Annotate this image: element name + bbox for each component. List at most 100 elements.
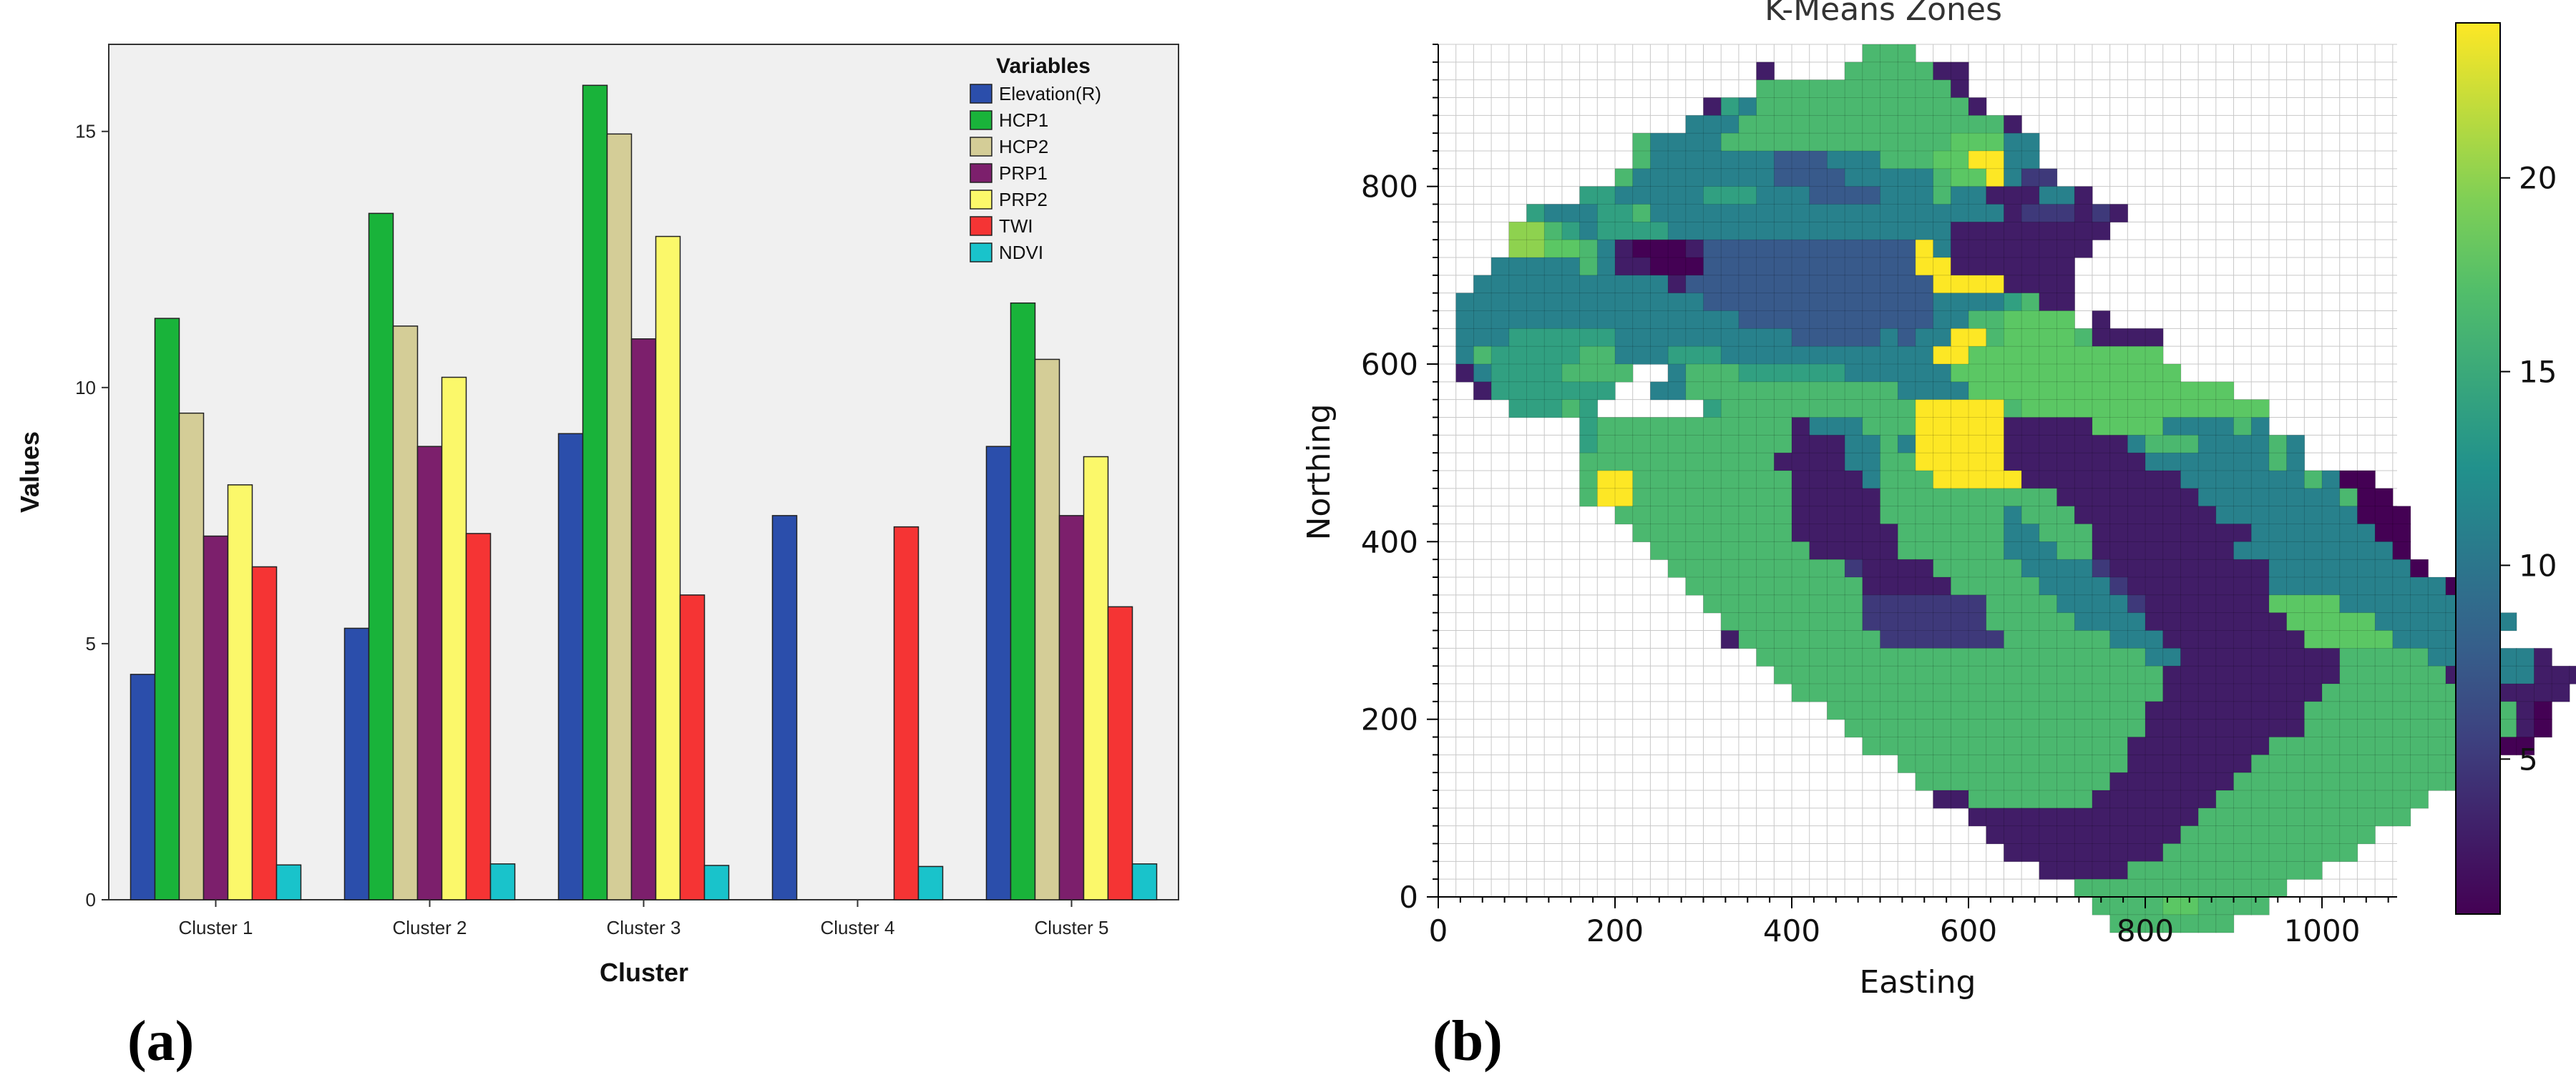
heatmap-cell [1968, 790, 1987, 809]
heatmap-cell [1632, 488, 1652, 507]
heatmap-cell [2180, 683, 2199, 702]
x-tick-label: 0 [1429, 913, 1448, 948]
heatmap-cell [2109, 630, 2129, 649]
heatmap-cell [1561, 363, 1581, 383]
heatmap-cell [2074, 683, 2093, 702]
heatmap-cell [2250, 594, 2270, 614]
heatmap-cell [1880, 737, 1899, 756]
heatmap-cell [2004, 524, 2022, 543]
heatmap-cell [2233, 506, 2253, 525]
heatmap-cell [2233, 772, 2253, 791]
heatmap-cell [2374, 488, 2394, 507]
heatmap-cell [1933, 363, 1952, 383]
heatmap-cell [1738, 221, 1757, 240]
heatmap-cell [1703, 434, 1722, 453]
heatmap-cell [2339, 772, 2358, 791]
heatmap-cell [1986, 559, 2005, 578]
heatmap-cell [2109, 541, 2129, 560]
heatmap-cell [1950, 221, 1969, 240]
heatmap-cell [2197, 701, 2217, 720]
heatmap-cell [2127, 860, 2146, 880]
heatmap-cell [2321, 754, 2341, 773]
heatmap-cell [1667, 506, 1687, 525]
heatmap-cell [2250, 417, 2270, 436]
heatmap-cell [1791, 257, 1810, 276]
heatmap-cell [1756, 647, 1775, 667]
heatmap-cell [1809, 488, 1828, 507]
heatmap-cell [1968, 524, 1987, 543]
heatmap-cell [1950, 275, 1969, 294]
heatmap-cell [1915, 79, 1934, 99]
heatmap-cell [2127, 630, 2146, 649]
heatmap-cell [1897, 381, 1916, 401]
heatmap-cell [1844, 204, 1863, 223]
heatmap-cell [2092, 630, 2111, 649]
heatmap-cell [1915, 132, 1934, 152]
heatmap-cell [2197, 452, 2217, 471]
heatmap-cell [2021, 434, 2040, 453]
heatmap-cell [1596, 417, 1616, 436]
heatmap-cell [2250, 470, 2270, 489]
heatmap-cell [2074, 381, 2093, 401]
heatmap-cell [2197, 843, 2217, 863]
heatmap-cell [2092, 683, 2111, 702]
heatmap-cell [1738, 328, 1757, 347]
heatmap-cell [1862, 524, 1881, 543]
heatmap-cell [2233, 612, 2253, 632]
heatmap-cell [2321, 630, 2341, 649]
heatmap-cell [1756, 541, 1775, 560]
heatmap-cell [2109, 860, 2129, 880]
heatmap-cell [1543, 221, 1563, 240]
heatmap-cell [2074, 399, 2093, 418]
heatmap-cell [1862, 665, 1881, 684]
heatmap-cell [1809, 559, 1828, 578]
heatmap-cell [2250, 612, 2270, 632]
heatmap-cell [1897, 434, 1916, 453]
heatmap-cell [2039, 363, 2058, 383]
heatmap-cell [2162, 683, 2182, 702]
heatmap-cell [1933, 790, 1952, 809]
heatmap-cell [2286, 434, 2306, 453]
heatmap-cell [2004, 541, 2022, 560]
heatmap-cell [1685, 114, 1704, 134]
heatmap-cell [1491, 275, 1510, 294]
x-tick-label: Cluster 5 [1034, 917, 1108, 938]
heatmap-cell [1720, 239, 1740, 258]
heatmap-cell [1738, 97, 1757, 117]
heatmap-cell [2057, 204, 2076, 223]
heatmap-cell [1827, 221, 1845, 240]
heatmap-cell [2074, 825, 2093, 845]
heatmap-cell [1561, 257, 1581, 276]
heatmap-cell [1543, 275, 1563, 294]
heatmap-cell [1809, 257, 1828, 276]
heatmap-cell [1773, 204, 1792, 223]
heatmap-cell [2039, 168, 2058, 187]
heatmap-cell [1933, 79, 1952, 99]
heatmap-cell [1897, 647, 1916, 667]
heatmap-cell [1915, 434, 1934, 453]
heatmap-cell [1650, 275, 1669, 294]
heatmap-cell [1880, 576, 1899, 596]
heatmap-cell [1632, 524, 1652, 543]
heatmap-cell [2197, 772, 2217, 791]
heatmap-cell [2092, 417, 2111, 436]
heatmap-cell [2145, 612, 2164, 632]
heatmap-cell [1791, 97, 1810, 117]
heatmap-cell [1685, 470, 1704, 489]
heatmap-cell [1791, 559, 1810, 578]
heatmap-cell [2357, 772, 2376, 791]
heatmap-cell [2127, 701, 2146, 720]
heatmap-cell [2374, 630, 2394, 649]
heatmap-cell [2250, 452, 2270, 471]
heatmap-cell [2250, 896, 2270, 915]
heatmap-cell [1915, 488, 1934, 507]
heatmap-cell [1720, 150, 1740, 170]
heatmap-cell [1880, 310, 1899, 330]
heatmap-cell [1685, 345, 1704, 365]
heatmap-cell [2268, 737, 2288, 756]
heatmap-cell [1650, 524, 1669, 543]
heatmap-cell [1773, 488, 1792, 507]
heatmap-cell [1632, 328, 1652, 347]
heatmap-cell [1756, 310, 1775, 330]
heatmap-cell [1791, 381, 1810, 401]
